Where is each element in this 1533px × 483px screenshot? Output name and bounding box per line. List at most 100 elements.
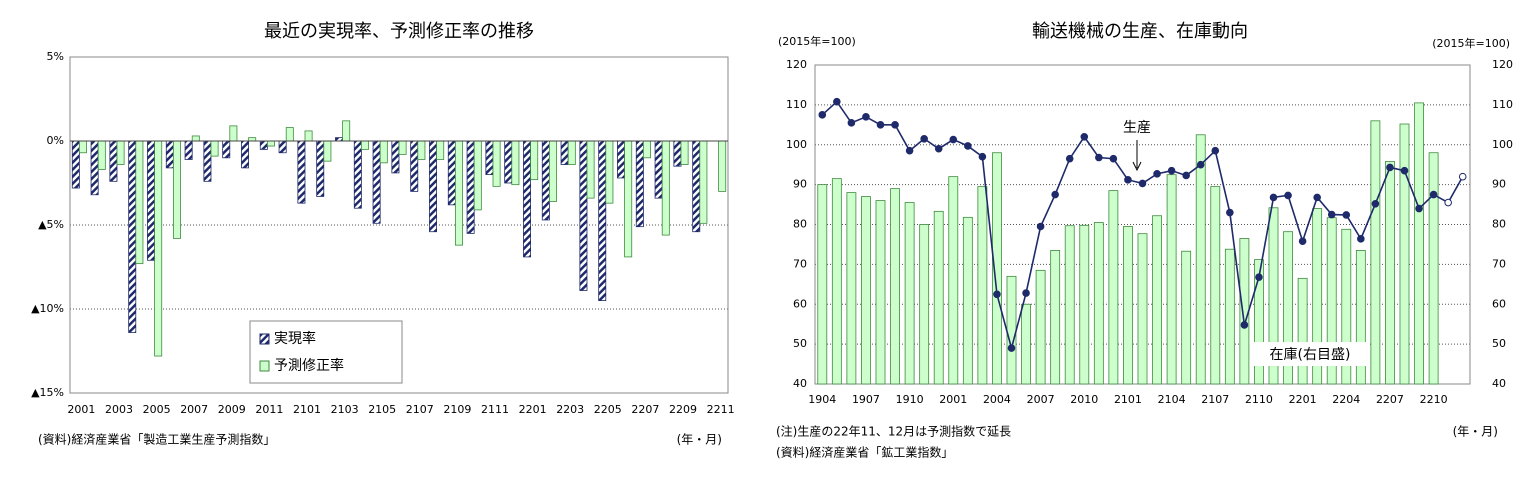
bar (1385, 161, 1395, 385)
bar (1050, 250, 1061, 385)
tick-label: 90 (793, 178, 807, 191)
bar (598, 140, 607, 302)
bar (436, 140, 445, 160)
x-tick-label: 2203 (556, 403, 584, 416)
bar (1254, 259, 1264, 385)
chart-title: 最近の実現率、予測修正率の推移 (264, 21, 534, 42)
bar (248, 137, 257, 142)
bar (890, 188, 900, 385)
point (862, 113, 870, 121)
bar (398, 140, 407, 155)
source: (資料)経済産業省「鉱工業指数」 (776, 445, 953, 460)
x-tick-label: 2005 (143, 403, 171, 416)
point (1371, 199, 1380, 208)
bar (680, 140, 689, 165)
bar (718, 140, 727, 192)
x-tick-label: 1910 (896, 393, 924, 406)
tick-label: 60 (793, 297, 807, 310)
tick-label: ▲10% (31, 302, 64, 315)
series-label-bg (1250, 342, 1370, 366)
bar (222, 140, 231, 159)
bar (643, 140, 651, 159)
annotation-arrowhead (1132, 161, 1142, 172)
legend-swatch (259, 360, 270, 372)
x-tick-label: 2003 (105, 403, 133, 416)
bar (379, 140, 388, 164)
bar (454, 140, 463, 246)
x-tick-label: 2209 (669, 403, 697, 416)
tick-label: 80 (793, 218, 807, 231)
bar (154, 140, 163, 357)
bar (97, 140, 106, 170)
bar (278, 140, 287, 154)
x-tick-label: 2111 (481, 403, 509, 416)
bar (605, 140, 614, 204)
bar (846, 192, 857, 385)
point (1400, 166, 1409, 175)
x-tick-label: 2207 (631, 403, 659, 416)
bar (1181, 250, 1192, 385)
tick-label: 120 (786, 58, 807, 71)
bar (541, 140, 550, 221)
point (905, 146, 914, 155)
x-tick-label: 2001 (939, 393, 967, 406)
series-label: 生産 (1123, 120, 1151, 136)
bar (617, 140, 625, 179)
bar (904, 202, 915, 385)
bar (933, 210, 944, 385)
bar (128, 140, 137, 333)
legend-label: 実現率 (274, 330, 316, 347)
point (818, 111, 827, 119)
bar (1195, 134, 1206, 385)
point (1007, 344, 1016, 352)
bar (210, 140, 219, 157)
point (1357, 235, 1365, 243)
bar (71, 140, 80, 189)
tick-label: 40 (793, 377, 807, 390)
x-tick-label: 2001 (67, 403, 95, 416)
x-tick-label: 2207 (1376, 393, 1404, 406)
point (1095, 153, 1103, 162)
x-tick-label: 1907 (852, 393, 880, 406)
bar (391, 140, 400, 174)
bar (1399, 123, 1410, 385)
point (934, 144, 943, 153)
point (1458, 172, 1467, 181)
bar (360, 140, 369, 150)
bar (560, 140, 569, 165)
note: (注)生産の22年11、12月は予測指数で延長 (776, 424, 1011, 439)
bar (504, 140, 513, 184)
bar (523, 140, 531, 258)
bar (353, 140, 362, 209)
bar (586, 140, 595, 199)
series-label: 在庫(右目盛) (1270, 346, 1351, 363)
bar (116, 140, 125, 165)
bar (323, 140, 332, 162)
x-tick-label: 2104 (1158, 393, 1186, 406)
bar (172, 140, 181, 239)
x-tick-label: 2109 (443, 403, 471, 416)
bar (203, 140, 212, 182)
x-tick-label: 2007 (180, 403, 208, 416)
source: (資料)経済産業省「製造工業生産予測指数」 (38, 432, 275, 447)
bar (417, 140, 426, 160)
tick-label: ▲5% (38, 218, 64, 231)
bar (1108, 190, 1119, 385)
bar (831, 178, 842, 385)
x-tick-label: 2107 (1201, 393, 1229, 406)
point (1109, 154, 1118, 163)
tick-label: 40 (1492, 377, 1506, 390)
x-tick-label: 2205 (594, 403, 622, 416)
bar (1414, 102, 1424, 385)
x-tick-label: 2004 (983, 393, 1011, 406)
point (1022, 289, 1030, 297)
tick-label: ▲15% (31, 386, 64, 399)
bar (266, 140, 275, 147)
bar (229, 125, 238, 142)
bar (372, 140, 381, 224)
legend-label: 予測修正率 (274, 357, 344, 374)
bar (79, 140, 87, 154)
bar (1093, 222, 1104, 385)
bar (875, 200, 886, 385)
